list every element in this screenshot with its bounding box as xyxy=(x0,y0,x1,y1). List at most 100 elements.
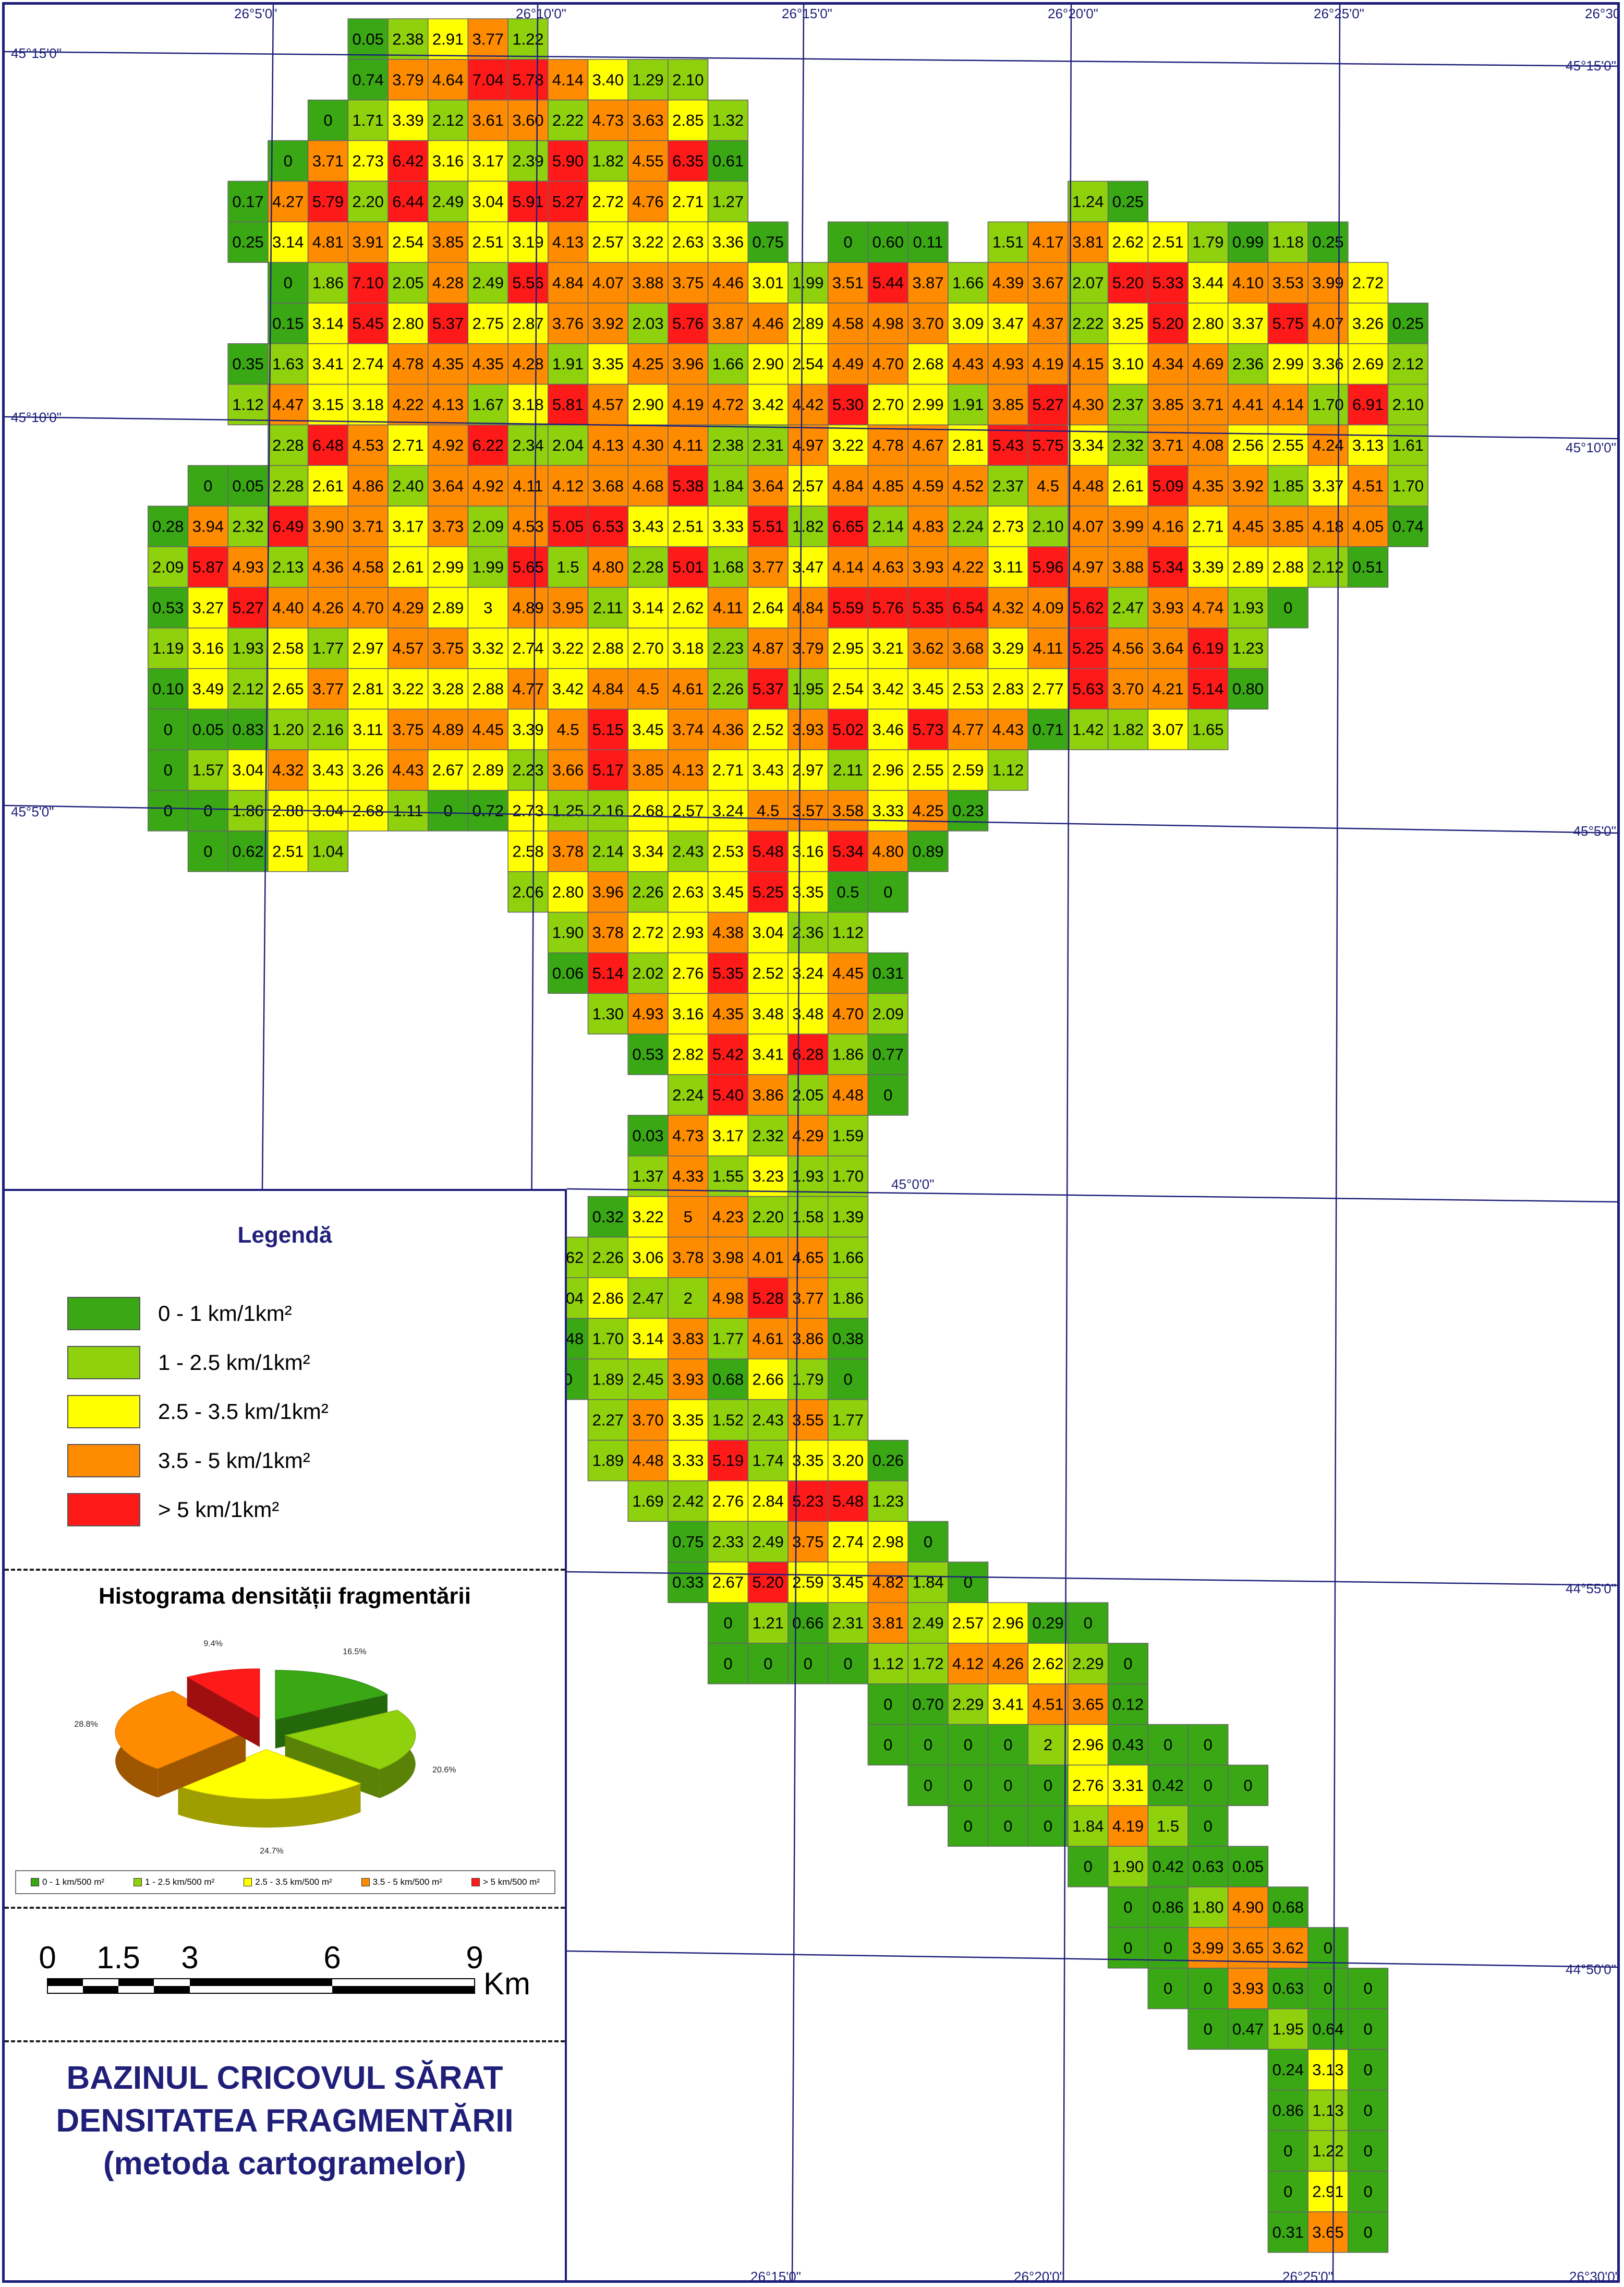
grid-cell: 3.42 xyxy=(867,668,908,710)
cell-value: 2.31 xyxy=(832,1614,864,1632)
cell-value: 3.74 xyxy=(672,720,704,739)
grid-cell: 3.22 xyxy=(548,628,589,669)
cell-value: 2.62 xyxy=(1032,1654,1063,1672)
grid-cell: 2.86 xyxy=(587,1277,628,1319)
cell-value: 1.93 xyxy=(1232,598,1264,617)
grid-cell: 5.81 xyxy=(548,383,589,426)
grid-cell: 1.93 xyxy=(787,1155,829,1197)
pie-slice: 9.4% xyxy=(186,1640,260,1747)
cell-value: 2.54 xyxy=(392,233,423,251)
cell-value: 2.09 xyxy=(472,517,504,536)
grid-cell: 6.53 xyxy=(587,505,628,547)
grid-cell: 2.04 xyxy=(548,424,589,466)
grid-cell: 1.51 xyxy=(987,221,1028,263)
cell-value: 2.62 xyxy=(672,598,704,617)
grid-cell: 2.06 xyxy=(507,871,549,913)
grid-cell: 1.82 xyxy=(1107,708,1149,750)
legend-label-1: 0 - 1 km/1km² xyxy=(158,1301,292,1326)
grid-cell: 0 xyxy=(1348,2089,1389,2131)
grid-cell: 1.66 xyxy=(948,262,989,304)
legend-swatch-3 xyxy=(67,1395,140,1428)
cell-value: 3.18 xyxy=(353,395,384,414)
grid-cell: 4.90 xyxy=(1227,1886,1269,1928)
cell-value: 2.22 xyxy=(552,111,584,129)
grid-cell: 2.61 xyxy=(307,465,349,507)
coordinate-label: 26°20'0" xyxy=(1048,6,1098,21)
cell-value: 4.01 xyxy=(753,1248,784,1267)
grid-cell: 2.24 xyxy=(668,1074,709,1116)
cell-value: 1.04 xyxy=(312,842,344,860)
cell-value: 2.74 xyxy=(512,639,543,657)
cell-value: 5.33 xyxy=(1152,274,1183,292)
grid-cell: 2.14 xyxy=(587,830,628,872)
density-map: 0.05 2.38 2.91 3.77 1.22 0.74 3.79 4.64 7.04 5.78… xyxy=(5,5,1617,2280)
grid-cell: 4.78 xyxy=(867,424,908,466)
cell-value: 1.29 xyxy=(632,70,663,89)
cell-value: 1.84 xyxy=(712,477,744,495)
grid-cell: 0 xyxy=(948,1724,989,1766)
cell-value: 2.23 xyxy=(512,761,543,779)
grid-cell: 0.71 xyxy=(1027,708,1069,750)
grid-cell: 3.39 xyxy=(1187,546,1229,588)
grid-cell: 3.78 xyxy=(548,830,589,872)
grid-cell: 2.28 xyxy=(268,424,309,466)
grid-cell: 2.24 xyxy=(948,505,989,547)
grid-cell: 0.05 xyxy=(1227,1846,1269,1887)
cell-value: 1.65 xyxy=(1192,720,1223,739)
cell-value: 4.30 xyxy=(632,436,663,454)
cell-value: 5.02 xyxy=(832,720,864,739)
cell-value: 4.32 xyxy=(992,598,1024,617)
cell-value: 5.56 xyxy=(512,274,543,292)
cell-value: 3.16 xyxy=(792,842,823,860)
cell-value: 1.23 xyxy=(872,1492,904,1510)
cell-value: 1.68 xyxy=(712,558,744,576)
grid-cell: 3.63 xyxy=(627,99,669,141)
cell-value: 1.80 xyxy=(1192,1898,1223,1917)
coordinate-labels: 26°5'0" 26°10'0" 26°15'0" 26°20'0" 26°25'0" 2… xyxy=(11,6,1617,2280)
cell-value: 1.39 xyxy=(832,1208,864,1226)
cell-value: 2.29 xyxy=(952,1695,984,1713)
cell-value: 4.77 xyxy=(952,720,984,739)
cell-value: 0.53 xyxy=(152,598,184,617)
cell-value: 3.18 xyxy=(512,395,543,414)
cell-value: 2.54 xyxy=(832,680,864,698)
cell-value: 0.47 xyxy=(1232,2020,1264,2038)
grid-cell: 3.93 xyxy=(1147,587,1189,629)
grid-cell: 0 xyxy=(268,262,309,304)
cell-value: 0.74 xyxy=(353,70,384,89)
grid-cell: 4.5 xyxy=(627,668,669,710)
cell-value: 3.19 xyxy=(512,233,543,251)
grid-cell: 2.54 xyxy=(827,668,869,710)
cell-value: 2.33 xyxy=(712,1533,744,1551)
cell-value: 4.57 xyxy=(392,639,423,657)
graticule-line xyxy=(5,51,1617,67)
grid-cell: 1.84 xyxy=(707,465,749,507)
cell-value: 3.49 xyxy=(192,680,224,698)
cell-value: 3.29 xyxy=(992,639,1024,657)
cell-value: 1.22 xyxy=(512,30,543,48)
cell-value: 2.05 xyxy=(392,274,423,292)
cell-value: 2.42 xyxy=(672,1492,704,1510)
grid-cell: 3.21 xyxy=(867,628,908,669)
cell-value: 0 xyxy=(1363,2101,1372,2120)
grid-cell: 5.20 xyxy=(1147,303,1189,344)
cell-value: 2.58 xyxy=(272,639,304,657)
grid-cell: 0 xyxy=(1068,1602,1109,1644)
cell-value: 3.76 xyxy=(552,314,584,332)
grid-cell: 5.20 xyxy=(1107,262,1149,304)
grid-cell: 4.80 xyxy=(867,830,908,872)
grid-cell: 0.63 xyxy=(1187,1846,1229,1887)
cell-value: 5.37 xyxy=(432,314,464,332)
grid-cell: 1.77 xyxy=(307,628,349,669)
cell-value: 5.38 xyxy=(672,477,704,495)
cell-value: 0 xyxy=(284,274,293,292)
cell-value: 1.95 xyxy=(1272,2020,1304,2038)
grid-cell: 2.68 xyxy=(627,790,669,832)
legend-class-3: 2.5 - 3.5 km/1km² xyxy=(67,1393,329,1430)
cell-value: 0 xyxy=(203,842,212,860)
cell-value: 3.93 xyxy=(1232,1979,1264,1997)
grid-cell: 4.84 xyxy=(787,587,829,629)
cell-value: 3.71 xyxy=(1152,436,1183,454)
grid-cell: 1.82 xyxy=(587,140,628,182)
cell-value: 2.52 xyxy=(753,720,784,739)
